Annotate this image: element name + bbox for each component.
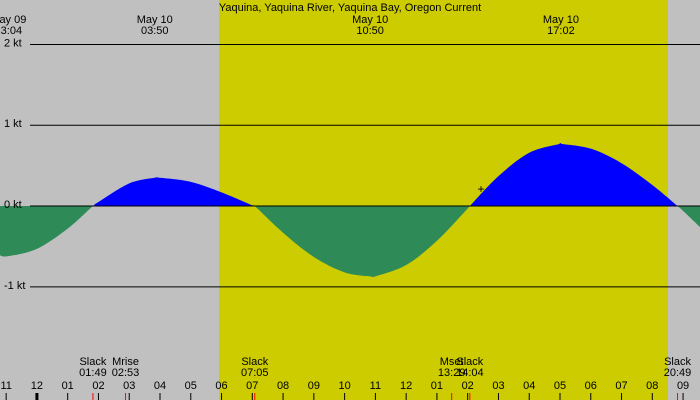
event-time: 14:04 [456, 367, 484, 379]
event-time: 02:53 [112, 367, 140, 379]
x-tick-label: 10 [338, 380, 350, 392]
x-tick-label: 08 [277, 380, 289, 392]
ebb-area [0, 206, 700, 278]
peak-date: May 10 [137, 14, 173, 26]
event-name: Slack [664, 356, 691, 368]
peak-time: 10:50 [356, 25, 384, 37]
peak-time: 23:04 [0, 25, 22, 37]
flood-area [92, 142, 678, 207]
x-tick-label: 12 [31, 380, 43, 392]
x-tick-label: 06 [585, 380, 597, 392]
x-tick-label: 11 [370, 380, 381, 392]
x-tick-label: 11 [0, 380, 11, 392]
event-time: 01:49 [79, 367, 107, 379]
x-tick-label: 04 [523, 380, 535, 392]
y-tick-label: -1 kt [4, 280, 25, 292]
peak-date: May 10 [543, 14, 579, 26]
event-name: Mrise [112, 356, 139, 368]
peak-time: 03:50 [141, 25, 169, 37]
x-tick-label: 07 [246, 380, 258, 392]
event-time: 13:29 [438, 367, 466, 379]
x-tick-label: 04 [154, 380, 166, 392]
x-tick-label: 06 [215, 380, 227, 392]
x-tick-label: 05 [554, 380, 566, 392]
x-tick-label: 03 [123, 380, 135, 392]
peak-date: May 10 [352, 14, 388, 26]
event-name: Slack [241, 356, 268, 368]
x-tick-label: 12 [400, 380, 412, 392]
x-tick-label: 01 [62, 380, 74, 392]
event-time: 20:49 [664, 367, 692, 379]
now-marker: + [477, 182, 484, 196]
event-time: 07:05 [241, 367, 269, 379]
x-tick-label: 05 [185, 380, 197, 392]
x-tick-label: 02 [462, 380, 474, 392]
y-tick-label: 0 kt [4, 199, 22, 211]
chart-title: Yaquina, Yaquina River, Yaquina Bay, Ore… [219, 2, 481, 14]
x-tick-label: 07 [615, 380, 627, 392]
x-tick-label: 09 [677, 380, 689, 392]
y-tick-label: 1 kt [4, 118, 22, 130]
x-tick-label: 03 [492, 380, 504, 392]
event-name: Slack [456, 356, 483, 368]
x-tick-label: 08 [646, 380, 658, 392]
y-tick-label: 2 kt [4, 37, 22, 49]
event-name: Slack [79, 356, 106, 368]
x-tick-label: 02 [92, 380, 104, 392]
event-name: Mset [440, 356, 464, 368]
peak-date: May 09 [0, 14, 26, 26]
x-tick-label: 01 [431, 380, 443, 392]
peak-time: 17:02 [547, 25, 575, 37]
x-tick-label: 09 [308, 380, 320, 392]
